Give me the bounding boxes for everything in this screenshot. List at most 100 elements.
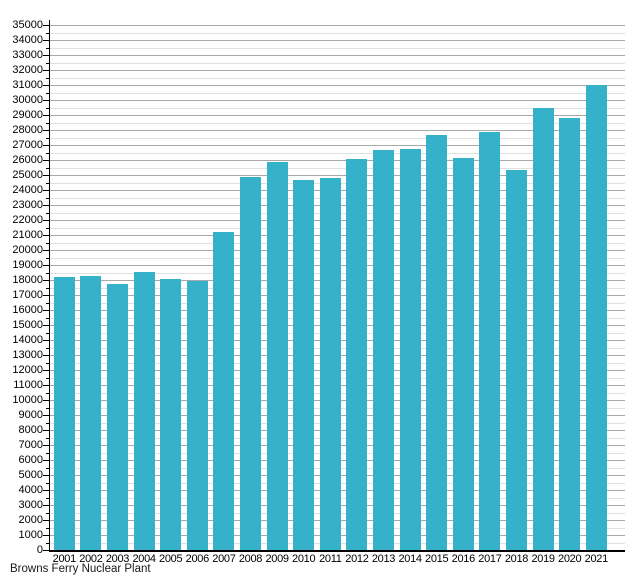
y-tick-label: 17000 [12,289,43,301]
bar-2013 [373,150,394,550]
y-tick-label: 30000 [12,94,43,106]
y-grid-major [49,145,625,146]
y-tick-label: 33000 [12,49,43,61]
y-tick-mark-minor [46,212,49,214]
x-tick-label: 2018 [504,553,529,565]
x-tick-label: 2001 [52,553,77,565]
y-tick-mark-minor [46,77,49,79]
y-tick-label: 35000 [12,19,43,31]
y-tick-mark-minor [46,47,49,49]
y-grid-major [49,115,625,116]
y-tick-mark [43,325,49,326]
bar-2021 [585,85,607,550]
y-grid-minor [49,167,625,169]
y-grid-minor [49,122,625,124]
y-tick-mark-minor [46,422,49,424]
y-tick-mark [43,40,49,41]
y-tick-mark-minor [46,332,49,334]
y-tick-mark [43,340,49,341]
y-tick-mark [43,175,49,176]
y-tick-label: 26000 [12,154,43,166]
y-grid-major [49,40,625,41]
bar-2008 [240,177,261,550]
y-tick-label: 10000 [12,394,43,406]
y-tick-mark-minor [46,182,49,184]
y-tick-label: 1000 [18,529,43,541]
x-tick-label: 2021 [584,553,609,565]
y-tick-mark-minor [46,287,49,289]
x-tick-label: 2016 [451,553,476,565]
y-tick-mark [43,505,49,506]
x-tick-label: 2019 [531,553,555,565]
y-tick-mark [43,25,49,26]
y-tick-mark-minor [46,527,49,529]
y-tick-mark-minor [46,377,49,379]
y-tick-mark-minor [46,317,49,319]
y-tick-mark [43,295,49,296]
bar-2010 [293,179,315,550]
bar-2015 [426,134,448,550]
y-tick-mark-minor [46,62,49,64]
y-tick-mark-minor [46,107,49,109]
y-tick-label: 34000 [12,34,43,46]
y-tick-mark [43,85,49,86]
bar-2003 [107,283,128,550]
y-tick-mark-minor [46,197,49,199]
y-tick-label: 31000 [12,79,43,91]
y-tick-mark [43,535,49,536]
y-tick-mark [43,415,49,416]
x-tick-label: 2005 [159,553,183,565]
y-tick-mark-minor [46,152,49,154]
y-tick-mark [43,100,49,101]
bar-2002 [80,276,102,550]
y-tick-mark-minor [46,92,49,94]
y-tick-mark-minor [46,452,49,454]
y-grid-minor [49,92,625,94]
y-tick-mark [43,160,49,161]
y-grid-minor [49,107,625,109]
y-grid-minor [49,137,625,139]
y-tick-label: 28000 [12,124,43,136]
y-grid-minor [49,152,625,154]
y-grid-minor [49,32,625,34]
bar-2006 [186,280,208,550]
y-tick-mark [43,265,49,266]
x-tick-label: 2015 [425,553,449,565]
chart-footer-label: Browns Ferry Nuclear Plant [10,563,151,575]
y-tick-mark-minor [46,407,49,409]
y-tick-mark [43,205,49,206]
y-tick-label: 4000 [18,484,43,496]
bar-2017 [479,131,501,550]
y-tick-mark [43,130,49,131]
y-grid-minor [49,77,625,79]
x-axis-line [49,550,625,552]
y-grid-major [49,55,625,56]
y-tick-mark [43,55,49,56]
y-grid-minor [49,47,625,49]
y-tick-mark [43,520,49,521]
y-tick-label: 5000 [18,469,43,481]
x-tick-label: 2007 [212,553,236,565]
y-tick-mark-minor [46,497,49,499]
bar-2016 [452,157,474,550]
y-tick-label: 22000 [12,214,43,226]
y-tick-mark [43,70,49,71]
y-tick-mark-minor [46,542,49,544]
y-tick-mark-minor [46,137,49,139]
y-tick-label: 32000 [12,64,43,76]
y-tick-label: 18000 [12,274,43,286]
y-tick-mark [43,190,49,191]
y-tick-mark-minor [46,122,49,124]
y-tick-label: 7000 [18,439,43,451]
bar-2001 [53,277,75,550]
x-tick-label: 2003 [105,553,130,565]
y-tick-label: 24000 [12,184,43,196]
y-grid-minor [49,62,625,64]
y-tick-label: 11000 [13,379,43,391]
y-grid-major [49,160,625,161]
y-tick-mark [43,550,49,551]
y-tick-mark-minor [46,437,49,439]
y-tick-mark-minor [46,362,49,364]
y-tick-mark-minor [46,272,49,274]
